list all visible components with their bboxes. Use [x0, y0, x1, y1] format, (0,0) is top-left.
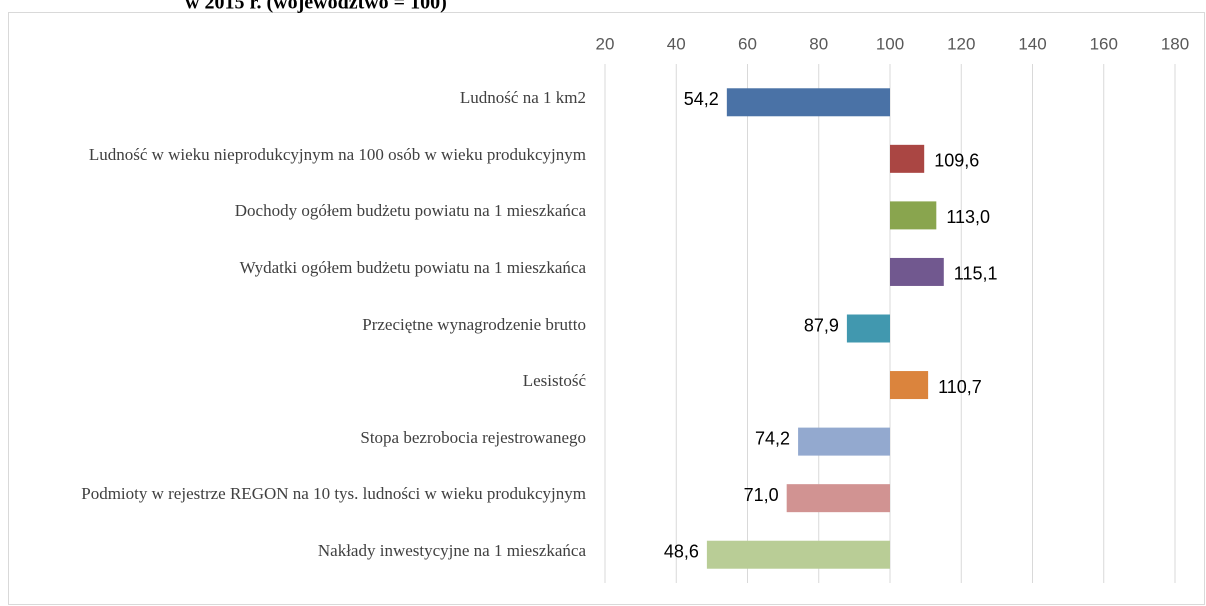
category-label: Ludność w wieku nieprodukcyjnym na 100 o… [16, 145, 586, 165]
bar [890, 371, 929, 400]
x-tick-label: 80 [809, 34, 828, 53]
category-label: Stopa bezrobocia rejestrowanego [16, 428, 586, 448]
category-label: Wydatki ogółem budżetu powiatu na 1 mies… [16, 258, 586, 278]
category-text: Wydatki ogółem budżetu powiatu na 1 mies… [239, 257, 586, 277]
x-tick-label: 140 [1018, 34, 1046, 53]
bar [798, 427, 890, 456]
data-label: 110,7 [938, 377, 982, 397]
x-tick-label: 160 [1090, 34, 1118, 53]
data-label: 87,9 [804, 315, 839, 335]
category-label: Dochody ogółem budżetu powiatu na 1 mies… [16, 201, 586, 221]
x-tick-label: 100 [876, 34, 904, 53]
category-text: Dochody ogółem budżetu powiatu na 1 mies… [234, 201, 586, 221]
bar [890, 257, 944, 286]
x-tick-label: 20 [596, 34, 615, 53]
chart-frame [8, 12, 1205, 605]
data-label: 48,6 [664, 541, 699, 561]
category-text: Ludność w wieku nieprodukcyjnym na 100 o… [88, 144, 586, 164]
category-text: Lesistość [522, 371, 586, 391]
data-label: 74,2 [755, 428, 790, 448]
category-text: Stopa bezrobocia rejestrowanego [360, 427, 586, 447]
data-label: 115,1 [954, 264, 998, 284]
x-tick-label: 40 [667, 34, 686, 53]
category-text: Przeciętne wynagrodzenie brutto [362, 314, 586, 334]
category-label: Podmioty w rejestrze REGON na 10 tys. lu… [16, 484, 586, 504]
category-text: Ludność na 1 km2 [459, 88, 586, 108]
bar [846, 314, 890, 343]
category-label: Przeciętne wynagrodzenie brutto [16, 315, 586, 335]
bar [786, 484, 890, 513]
data-label: 109,6 [934, 151, 979, 171]
category-label: Ludność na 1 km2 [16, 88, 586, 108]
x-tick-label: 180 [1161, 34, 1189, 53]
bar [706, 540, 890, 569]
bar [890, 201, 937, 230]
x-tick-label: 120 [947, 34, 975, 53]
category-label: Lesistość [16, 371, 586, 391]
data-label: 54,2 [684, 89, 719, 109]
category-text: Podmioty w rejestrze REGON na 10 tys. lu… [81, 484, 586, 504]
category-label: Nakłady inwestycyjne na 1 mieszkańca [16, 541, 586, 561]
bar [726, 88, 890, 117]
x-tick-label: 60 [738, 34, 757, 53]
data-label: 113,0 [946, 207, 990, 227]
bar [890, 144, 925, 173]
data-label: 71,0 [744, 485, 779, 505]
category-text: Nakłady inwestycyjne na 1 mieszkańca [317, 540, 586, 560]
chart-title: w 2015 r. (województwo = 100) [185, 0, 447, 14]
